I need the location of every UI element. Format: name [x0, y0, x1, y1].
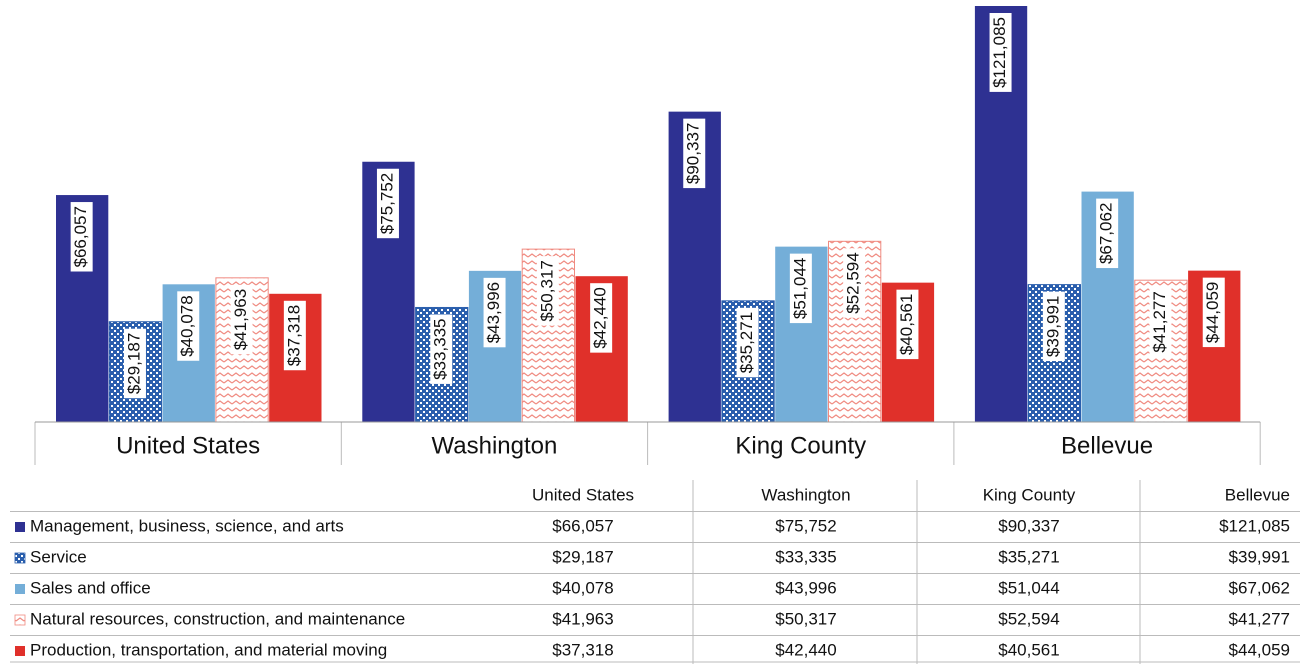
table-cell: $40,078: [552, 578, 613, 597]
data-label: $50,317: [537, 260, 556, 321]
data-label-box: [430, 314, 453, 384]
data-label: $90,337: [684, 123, 703, 184]
data-label-box: [736, 307, 759, 378]
table-header: King County: [983, 485, 1076, 504]
data-label-box: [1202, 277, 1225, 348]
table-cell: $42,440: [775, 640, 836, 659]
data-label: $37,318: [284, 305, 303, 366]
data-label-box: [843, 248, 866, 318]
data-label-box: [177, 291, 200, 361]
data-label: $121,085: [990, 17, 1009, 88]
data-label-box: [1042, 291, 1065, 362]
table-cell: $52,594: [998, 609, 1059, 628]
table-cell: $43,996: [775, 578, 836, 597]
x-tick-label: King County: [735, 432, 866, 459]
data-label-box: [283, 300, 306, 371]
table-cell: $90,337: [998, 516, 1059, 535]
data-label-box: [896, 289, 919, 360]
data-label: $52,594: [844, 252, 863, 313]
data-label-box: [989, 13, 1012, 92]
data-label-box: [1149, 287, 1172, 357]
data-label-box: [1096, 198, 1119, 269]
data-label: $40,078: [178, 295, 197, 356]
table-cell: $41,277: [1229, 609, 1290, 628]
data-label-box: [536, 256, 559, 326]
data-label: $41,277: [1150, 291, 1169, 352]
table-cell: $39,991: [1229, 547, 1290, 566]
table-cell: $44,059: [1229, 640, 1290, 659]
table-cell: $121,085: [1219, 516, 1290, 535]
table-cell: $75,752: [775, 516, 836, 535]
table-header: Bellevue: [1225, 485, 1290, 504]
x-tick-label: Bellevue: [1061, 432, 1153, 459]
legend-label: Sales and office: [30, 578, 151, 597]
x-tick-label: United States: [116, 432, 260, 459]
data-label: $43,996: [484, 282, 503, 343]
table-cell: $33,335: [775, 547, 836, 566]
data-label: $67,062: [1097, 203, 1116, 264]
data-label: $33,335: [431, 318, 450, 379]
data-label: $75,752: [377, 173, 396, 234]
data-label: $35,271: [737, 312, 756, 373]
data-label: $44,059: [1203, 282, 1222, 343]
data-label: $29,187: [124, 333, 143, 394]
data-label: $66,057: [71, 206, 90, 267]
legend-swatch: [15, 584, 25, 594]
table-cell: $40,561: [998, 640, 1059, 659]
legend-swatch: [15, 522, 25, 532]
legend-swatch: [15, 646, 25, 656]
data-label-box: [70, 202, 93, 272]
table-cell: $66,057: [552, 516, 613, 535]
legend-swatch: [14, 552, 26, 564]
table-header: Washington: [761, 485, 850, 504]
table-cell: $35,271: [998, 547, 1059, 566]
legend-swatch: [14, 614, 26, 626]
data-label-box: [123, 328, 146, 399]
table-cell: $51,044: [998, 578, 1059, 597]
data-label-box: [683, 118, 706, 189]
table-header: United States: [532, 485, 634, 504]
data-label: $39,991: [1043, 296, 1062, 357]
data-label-box: [483, 277, 506, 348]
data-label-box: [230, 284, 253, 355]
data-label: $51,044: [790, 258, 809, 319]
table-cell: $67,062: [1229, 578, 1290, 597]
table-cell: $50,317: [775, 609, 836, 628]
legend-label: Natural resources, construction, and mai…: [30, 609, 405, 628]
data-label-box: [789, 253, 812, 324]
table-cell: $41,963: [552, 609, 613, 628]
data-label: $42,440: [591, 287, 610, 348]
legend-label: Production, transportation, and material…: [30, 640, 387, 659]
table-cell: $29,187: [552, 547, 613, 566]
data-label: $40,561: [897, 294, 916, 355]
data-label-box: [376, 168, 399, 239]
legend-label: Management, business, science, and arts: [30, 516, 344, 535]
data-label: $41,963: [231, 289, 250, 350]
x-tick-label: Washington: [432, 432, 558, 459]
data-label-box: [590, 283, 613, 353]
table-cell: $37,318: [552, 640, 613, 659]
legend-label: Service: [30, 547, 87, 566]
